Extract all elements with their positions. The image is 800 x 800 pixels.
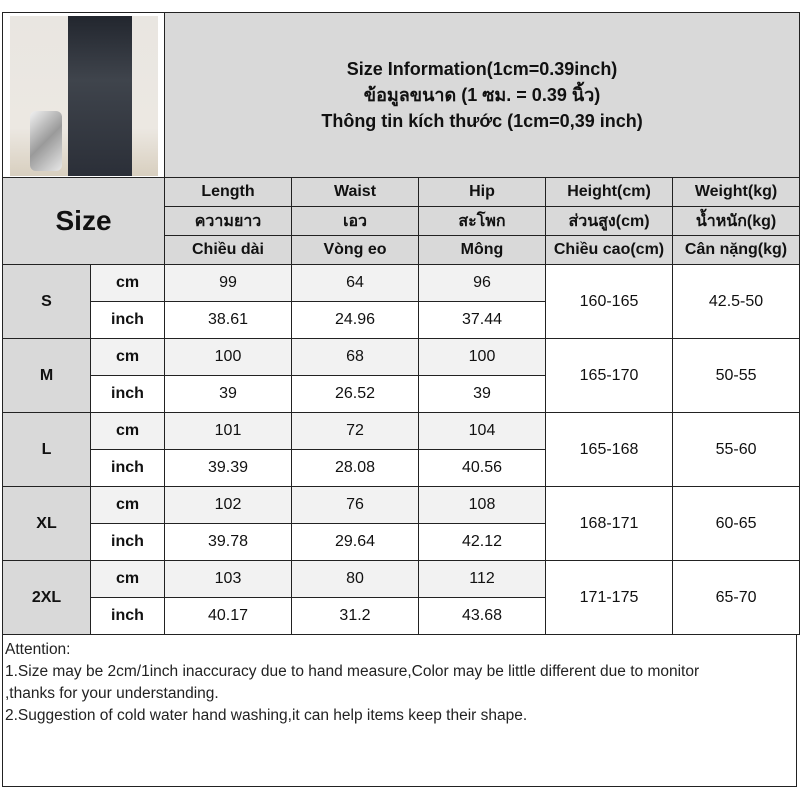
attention-heading: Attention:: [5, 641, 71, 658]
length-inch-value: 39: [164, 375, 292, 413]
table-row-inch: inch 39 26.52 39: [3, 375, 800, 413]
hip-cm-value: 104: [418, 412, 546, 450]
hip-inch-value: 39: [418, 375, 546, 413]
length-cm-value: 99: [164, 264, 292, 302]
col-waist-th: เอว: [291, 206, 419, 236]
waist-inch-value: 31.2: [291, 597, 419, 635]
product-photo: [2, 12, 165, 178]
size-cell: XL: [2, 486, 91, 561]
col-weight-th: น้ำหนัก(kg): [671, 206, 800, 236]
height-range: 165-170: [545, 338, 673, 413]
hip-inch-value: 40.56: [418, 449, 546, 487]
unit-cm: cm: [90, 338, 165, 376]
unit-cm: cm: [90, 264, 165, 302]
col-weight-en: Weight(kg): [671, 177, 800, 207]
table-row-inch: inch 38.61 24.96 37.44: [3, 301, 800, 339]
weight-range: 50-55: [671, 338, 800, 413]
size-cell: 2XL: [2, 560, 91, 635]
hip-inch-value: 43.68: [418, 597, 546, 635]
hip-inch-value: 42.12: [418, 523, 546, 561]
table-row-inch: inch 40.17 31.2 43.68: [3, 597, 800, 635]
col-length-th: ความยาว: [164, 206, 292, 236]
attention-notes: Attention: 1.Size may be 2cm/1inch inacc…: [2, 635, 797, 787]
col-hip-vi: Mông: [418, 235, 546, 265]
unit-cm: cm: [90, 560, 165, 598]
length-inch-value: 39.78: [164, 523, 292, 561]
weight-range: 42.5-50: [671, 264, 800, 339]
length-cm-value: 102: [164, 486, 292, 524]
table-row-inch: inch 39.78 29.64 42.12: [3, 523, 800, 561]
size-cell: S: [2, 264, 91, 339]
height-range: 168-171: [545, 486, 673, 561]
waist-inch-value: 24.96: [291, 301, 419, 339]
length-inch-value: 38.61: [164, 301, 292, 339]
col-hip-th: สะโพก: [418, 206, 546, 236]
unit-inch: inch: [90, 449, 165, 487]
length-cm-value: 100: [164, 338, 292, 376]
table-row-inch: inch 39.39 28.08 40.56: [3, 449, 800, 487]
table-row-cm: XL cm 102 76 108 168-171 60-65: [2, 486, 800, 561]
size-cell: L: [2, 412, 91, 487]
size-chart-table: Size Information(1cm=0.39inch) ข้อมูลขนา…: [2, 12, 800, 635]
attention-line-2: ,thanks for your understanding.: [5, 685, 219, 702]
waist-inch-value: 29.64: [291, 523, 419, 561]
hip-cm-value: 100: [418, 338, 546, 376]
header-title-en: Size Information(1cm=0.39inch): [346, 59, 618, 79]
length-cm-value: 103: [164, 560, 292, 598]
hip-cm-value: 112: [418, 560, 546, 598]
col-length-vi: Chiều dài: [164, 235, 292, 265]
length-cm-value: 101: [164, 412, 292, 450]
height-range: 160-165: [545, 264, 673, 339]
hip-cm-value: 96: [418, 264, 546, 302]
waist-cm-value: 72: [291, 412, 419, 450]
hip-cm-value: 108: [418, 486, 546, 524]
unit-inch: inch: [90, 523, 165, 561]
col-waist-en: Waist: [291, 177, 419, 207]
attention-line-3: 2.Suggestion of cold water hand washing,…: [5, 707, 528, 724]
col-hip-en: Hip: [418, 177, 546, 207]
length-inch-value: 39.39: [164, 449, 292, 487]
attention-line-1: 1.Size may be 2cm/1inch inaccuracy due t…: [5, 663, 700, 680]
header-title-th: ข้อมูลขนาด (1 ซม. = 0.39 นิ้ว): [363, 85, 601, 105]
waist-inch-value: 28.08: [291, 449, 419, 487]
col-waist-vi: Vòng eo: [291, 235, 419, 265]
height-range: 171-175: [545, 560, 673, 635]
length-inch-value: 40.17: [164, 597, 292, 635]
weight-range: 55-60: [671, 412, 800, 487]
waist-cm-value: 80: [291, 560, 419, 598]
unit-inch: inch: [90, 301, 165, 339]
size-label: Size: [2, 177, 165, 265]
height-range: 165-168: [545, 412, 673, 487]
unit-cm: cm: [90, 486, 165, 524]
weight-range: 65-70: [671, 560, 800, 635]
unit-cm: cm: [90, 412, 165, 450]
col-height-vi: Chiều cao(cm): [545, 235, 673, 265]
col-height-th: ส่วนสูง(cm): [545, 206, 673, 236]
col-height-en: Height(cm): [545, 177, 673, 207]
waist-cm-value: 64: [291, 264, 419, 302]
size-information-header: Size Information(1cm=0.39inch) ข้อมูลขนา…: [163, 12, 800, 178]
col-length-en: Length: [164, 177, 292, 207]
table-row-cm: 2XL cm 103 80 112 171-175 65-70: [2, 560, 800, 635]
unit-inch: inch: [90, 597, 165, 635]
unit-inch: inch: [90, 375, 165, 413]
size-cell: M: [2, 338, 91, 413]
waist-cm-value: 68: [291, 338, 419, 376]
hip-inch-value: 37.44: [418, 301, 546, 339]
col-weight-vi: Cân nặng(kg): [671, 235, 800, 265]
wide-leg-jeans-image: [10, 16, 158, 176]
weight-range: 60-65: [671, 486, 800, 561]
header-title-vi: Thông tin kích thước (1cm=0,39 inch): [321, 111, 643, 131]
waist-cm-value: 76: [291, 486, 419, 524]
waist-inch-value: 26.52: [291, 375, 419, 413]
